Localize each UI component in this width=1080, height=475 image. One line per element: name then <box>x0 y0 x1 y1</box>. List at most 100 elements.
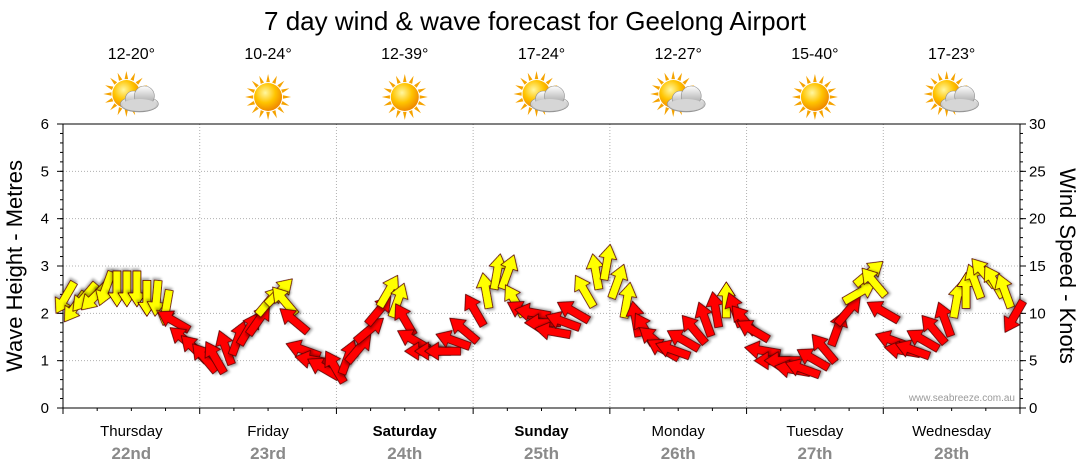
right-y-axis: 0 5 10 15 20 25 30 <box>1020 116 1046 417</box>
partly-cloudy-icon <box>650 71 706 117</box>
day-name: Wednesday <box>912 423 991 440</box>
wind-arrow <box>449 317 481 345</box>
sun-ray <box>395 75 401 84</box>
sun-ray <box>813 74 817 83</box>
sun-ray <box>937 72 943 81</box>
wind-arrow <box>906 329 941 353</box>
wind-arrow <box>324 350 348 385</box>
left-tick-label: 4 <box>41 211 49 228</box>
sun-ray <box>545 77 553 85</box>
wind-arrow <box>736 320 771 344</box>
day-name: Thursday <box>100 423 163 440</box>
sun-ray <box>925 85 934 90</box>
sun-icon <box>245 74 292 120</box>
day-date: 23rd <box>250 444 286 463</box>
day-temperature: 10-24° <box>244 46 291 63</box>
sun-ray <box>266 111 270 120</box>
right-tick-label: 10 <box>1029 305 1046 322</box>
sun-ray <box>824 106 832 114</box>
wind-arrow <box>866 301 901 325</box>
right-tick-label: 20 <box>1029 211 1046 228</box>
day-temperature: 17-24° <box>518 46 565 63</box>
wind-arrow <box>424 341 462 361</box>
sun-ray <box>664 72 670 81</box>
cloud-shape <box>120 85 159 113</box>
sun-ray <box>520 77 528 85</box>
sun-ray <box>806 75 811 84</box>
sun-ray <box>417 88 427 93</box>
sun-ray <box>381 95 390 99</box>
sun-ray <box>937 107 943 116</box>
left-tick-label: 1 <box>41 353 49 370</box>
cloud-shape <box>530 85 569 113</box>
left-tick-label: 3 <box>41 258 49 275</box>
sun-ray <box>925 98 934 103</box>
partly-cloudy-icon <box>103 71 159 117</box>
sun-icon <box>381 74 428 120</box>
sun-ray <box>944 108 949 117</box>
sun-ray <box>944 71 949 80</box>
sun-ray <box>677 72 683 81</box>
sun-ray <box>534 108 539 117</box>
sun-ray <box>259 75 265 84</box>
sun-ray <box>534 71 539 80</box>
right-tick-label: 0 <box>1029 400 1037 417</box>
sun-ray <box>955 77 963 85</box>
sun-ray <box>656 77 664 85</box>
sun-ray <box>402 74 407 83</box>
sun-ray <box>513 92 522 96</box>
left-axis-label: Wave Height - Metres <box>2 160 27 372</box>
sun-ray <box>950 72 956 81</box>
wind-arrow <box>464 293 488 328</box>
sun-ray <box>266 74 270 83</box>
sun-ray <box>124 108 129 117</box>
sun-ray <box>277 80 285 88</box>
sun-ray <box>124 71 129 80</box>
right-tick-label: 5 <box>1029 353 1037 370</box>
wind-arrow <box>811 333 839 365</box>
wind-arrow <box>895 339 932 361</box>
wind-arrow <box>1003 298 1027 333</box>
sun-ray <box>798 80 806 88</box>
day-temperature: 12-20° <box>108 46 155 63</box>
wind-arrow <box>157 310 192 334</box>
wind-arrow <box>785 358 822 380</box>
sun-ray <box>251 106 259 114</box>
day-name: Tuesday <box>786 423 843 440</box>
wind-arrow <box>497 254 519 291</box>
sun-disc <box>800 83 829 111</box>
weather-forecast-row: 12-20° 10-24° 12-39° 17-24° 12-27° 15-40° 17-2… <box>103 46 979 120</box>
wind-arrow <box>921 315 949 346</box>
day-name: Monday <box>652 423 706 440</box>
wind-arrow <box>655 339 692 361</box>
wind-arrow <box>744 340 782 360</box>
sun-ray <box>281 101 290 106</box>
sun-ray <box>540 72 546 81</box>
right-tick-label: 25 <box>1029 163 1046 180</box>
day-temperature: 12-27° <box>655 46 702 63</box>
sun-ray <box>259 110 265 119</box>
sun-ray <box>110 77 118 85</box>
credit-text: www.seabreeze.com.au <box>908 393 1015 404</box>
sun-ray <box>793 88 802 93</box>
sun-ray <box>417 101 427 106</box>
day-date: 22nd <box>112 444 152 463</box>
sun-ray <box>282 95 292 99</box>
day-name: Saturday <box>373 423 438 440</box>
sun-ray <box>527 72 533 81</box>
wind-arrow <box>694 301 716 338</box>
sun-ray <box>806 110 811 119</box>
sun-ray <box>818 110 824 119</box>
wind-arrow <box>545 311 582 332</box>
wind-arrow <box>394 303 418 338</box>
day-labels: Thursday 22nd Friday 23rd Saturday 24th Sunday… <box>62 408 1021 463</box>
wind-arrow <box>598 243 618 281</box>
left-tick-label: 5 <box>41 163 49 180</box>
sun-ray <box>923 92 932 96</box>
sun-ray <box>650 92 659 96</box>
day-date: 24th <box>387 444 422 463</box>
sun-ray <box>117 72 123 81</box>
sun-ray <box>829 95 838 99</box>
wind-arrow <box>279 308 311 336</box>
partly-cloudy-icon <box>923 71 979 117</box>
